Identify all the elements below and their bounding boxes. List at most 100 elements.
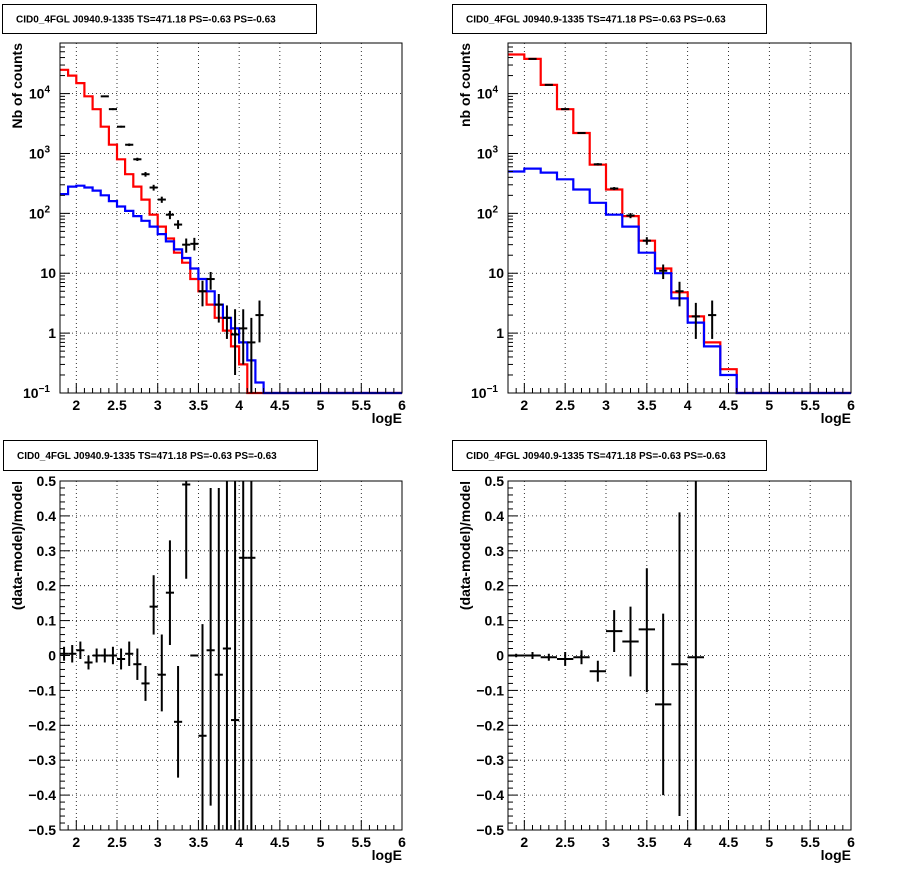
data-point [190, 237, 199, 251]
x-tick-label: 4 [235, 397, 243, 413]
data-point [675, 281, 684, 307]
data-point [214, 487, 223, 830]
axis-ticks [59, 480, 403, 831]
data-point [222, 305, 231, 339]
x-tick-label: 2 [72, 834, 80, 850]
data-point [691, 302, 700, 339]
y-tick-exponent: −1 [487, 384, 499, 395]
y-tick-label: 10 [488, 265, 504, 281]
data-point [165, 540, 174, 646]
y-tick-base: 10 [29, 205, 45, 221]
x-tick-label: 3.5 [189, 397, 209, 413]
x-tick-label: 5 [317, 834, 325, 850]
y-tick-base: 10 [477, 86, 493, 102]
y-tick-label: −0.4 [28, 787, 56, 803]
x-tick-label: 2.5 [107, 834, 127, 850]
x-tick-label: 4.5 [270, 834, 290, 850]
y-tick-label: 0 [496, 648, 504, 664]
data-point [247, 317, 256, 393]
data-point [165, 210, 174, 220]
data-point [174, 665, 183, 778]
x-tick-label: 5.5 [800, 397, 820, 413]
y-tick-label: 10 [40, 265, 56, 281]
x-tick-label: 4 [684, 834, 692, 850]
y-axis-label: (data-model)/model [457, 481, 473, 610]
chart-panel-4: CID0_4FGL J0940.9-1335 TS=471.18 PS=-0.6… [452, 440, 855, 863]
x-tick-label: 6 [398, 834, 406, 850]
data-point [100, 95, 109, 98]
y-tick-label: −0.3 [476, 752, 504, 768]
x-tick-label: 5 [765, 834, 773, 850]
y-tick-base: 10 [477, 205, 493, 221]
x-tick-label: 2.5 [107, 397, 127, 413]
y-tick-exponent: 4 [44, 85, 50, 96]
title-box [3, 440, 318, 471]
plot-frame [507, 42, 852, 394]
data-points [528, 57, 717, 339]
x-tick-label: 2.5 [555, 397, 575, 413]
data-point [198, 280, 207, 307]
data-point [622, 606, 639, 677]
y-tick-exponent: −1 [39, 384, 51, 395]
x-axis-label: logE [821, 410, 851, 426]
data-point [544, 83, 553, 86]
y-tick-exponent: 2 [492, 204, 498, 215]
data-point [214, 294, 223, 323]
data-point [117, 648, 126, 670]
histogram-series-2 [60, 184, 402, 395]
chart-panel-1: CID0_4FGL J0940.9-1335 TS=471.18 PS=-0.6… [2, 4, 406, 426]
data-point [239, 309, 248, 365]
x-axis-label: logE [821, 847, 851, 863]
y-tick-base: 10 [471, 385, 487, 401]
y-tick-label: 1 [48, 325, 56, 341]
data-point [638, 568, 655, 693]
y-tick-label: −0.5 [28, 822, 56, 838]
data-point [60, 646, 69, 661]
data-point [255, 300, 264, 343]
x-tick-label: 3.5 [637, 397, 657, 413]
data-point [141, 172, 150, 177]
y-tick-label: 0.3 [485, 543, 505, 559]
data-point [149, 184, 158, 191]
x-tick-label: 2 [520, 397, 528, 413]
data-point [206, 271, 215, 290]
chart-title: CID0_4FGL J0940.9-1335 TS=471.18 PS=-0.6… [466, 451, 726, 462]
histogram-series-1 [508, 53, 851, 395]
data-point [557, 652, 574, 666]
data-point [108, 646, 117, 665]
x-tick-label: 5.5 [352, 397, 372, 413]
data-point [231, 309, 240, 375]
data-points [508, 481, 704, 830]
data-point [589, 660, 606, 682]
data-point [626, 213, 635, 219]
x-tick-label: 4 [235, 834, 243, 850]
data-point [239, 481, 248, 830]
data-point [206, 487, 215, 806]
histogram-series-1 [60, 68, 402, 395]
y-tick-label: 10−1 [23, 384, 50, 401]
y-tick-label: 0.3 [37, 543, 57, 559]
x-tick-label: 5 [765, 397, 773, 413]
y-tick-exponent: 3 [492, 144, 498, 155]
data-points [60, 481, 256, 830]
data-point [222, 481, 231, 830]
y-axis-label: nb of counts [457, 43, 473, 127]
data-point [198, 624, 207, 830]
data-point [573, 650, 590, 665]
data-point [671, 512, 688, 817]
x-tick-label: 3.5 [189, 834, 209, 850]
x-tick-label: 6 [847, 834, 855, 850]
data-point [606, 610, 623, 653]
data-point [174, 220, 183, 229]
data-point [593, 163, 602, 166]
x-tick-label: 4.5 [719, 397, 739, 413]
chart-title: CID0_4FGL J0940.9-1335 TS=471.18 PS=-0.6… [466, 15, 726, 26]
y-tick-label: 103 [477, 144, 499, 161]
y-tick-label: 0.4 [485, 508, 505, 524]
x-tick-label: 3 [154, 397, 162, 413]
x-tick-label: 5.5 [800, 834, 820, 850]
x-tick-label: 5 [317, 397, 325, 413]
data-point [687, 481, 704, 830]
data-point [108, 108, 117, 111]
